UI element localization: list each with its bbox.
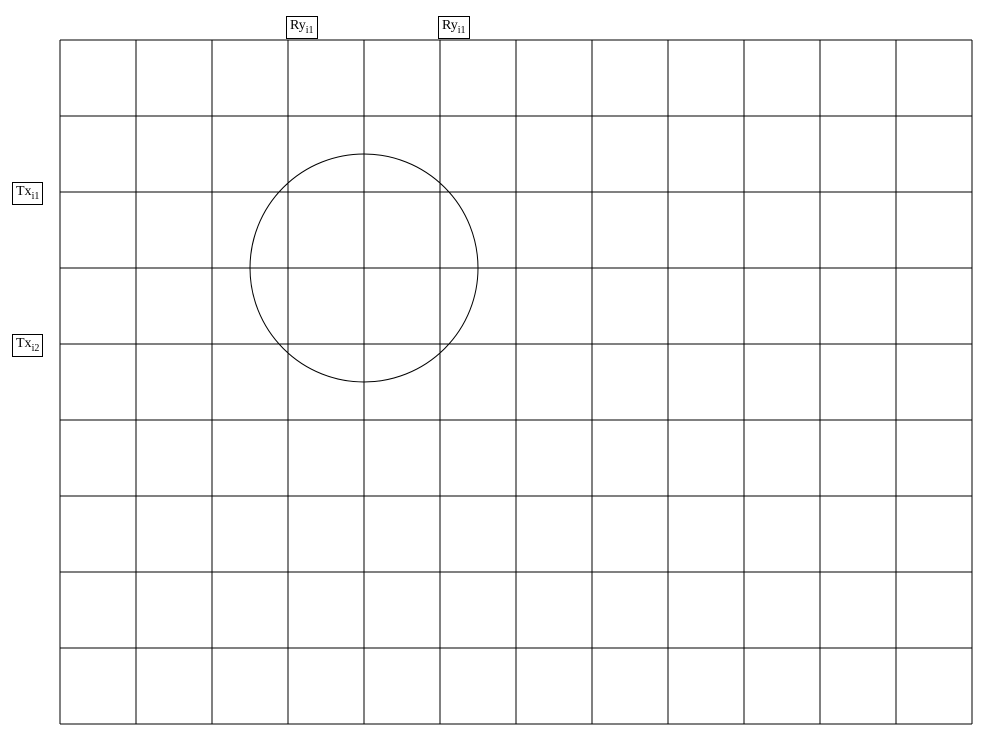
label-sub: i2 bbox=[32, 343, 40, 354]
label-prefix: Ry bbox=[290, 18, 306, 33]
label-sub: i1 bbox=[306, 25, 314, 36]
label-sub: i1 bbox=[458, 25, 466, 36]
label-prefix: Tx bbox=[16, 336, 32, 351]
label-prefix: Tx bbox=[16, 184, 32, 199]
top-label-0: Ryi1 bbox=[286, 16, 318, 39]
diagram-container: Ryi1Ryi1Txi1Txi2 bbox=[0, 0, 1000, 746]
label-prefix: Ry bbox=[442, 18, 458, 33]
left-label-0: Txi1 bbox=[12, 182, 43, 205]
grid-svg bbox=[0, 0, 1000, 746]
label-sub: i1 bbox=[32, 191, 40, 202]
top-label-1: Ryi1 bbox=[438, 16, 470, 39]
left-label-1: Txi2 bbox=[12, 334, 43, 357]
